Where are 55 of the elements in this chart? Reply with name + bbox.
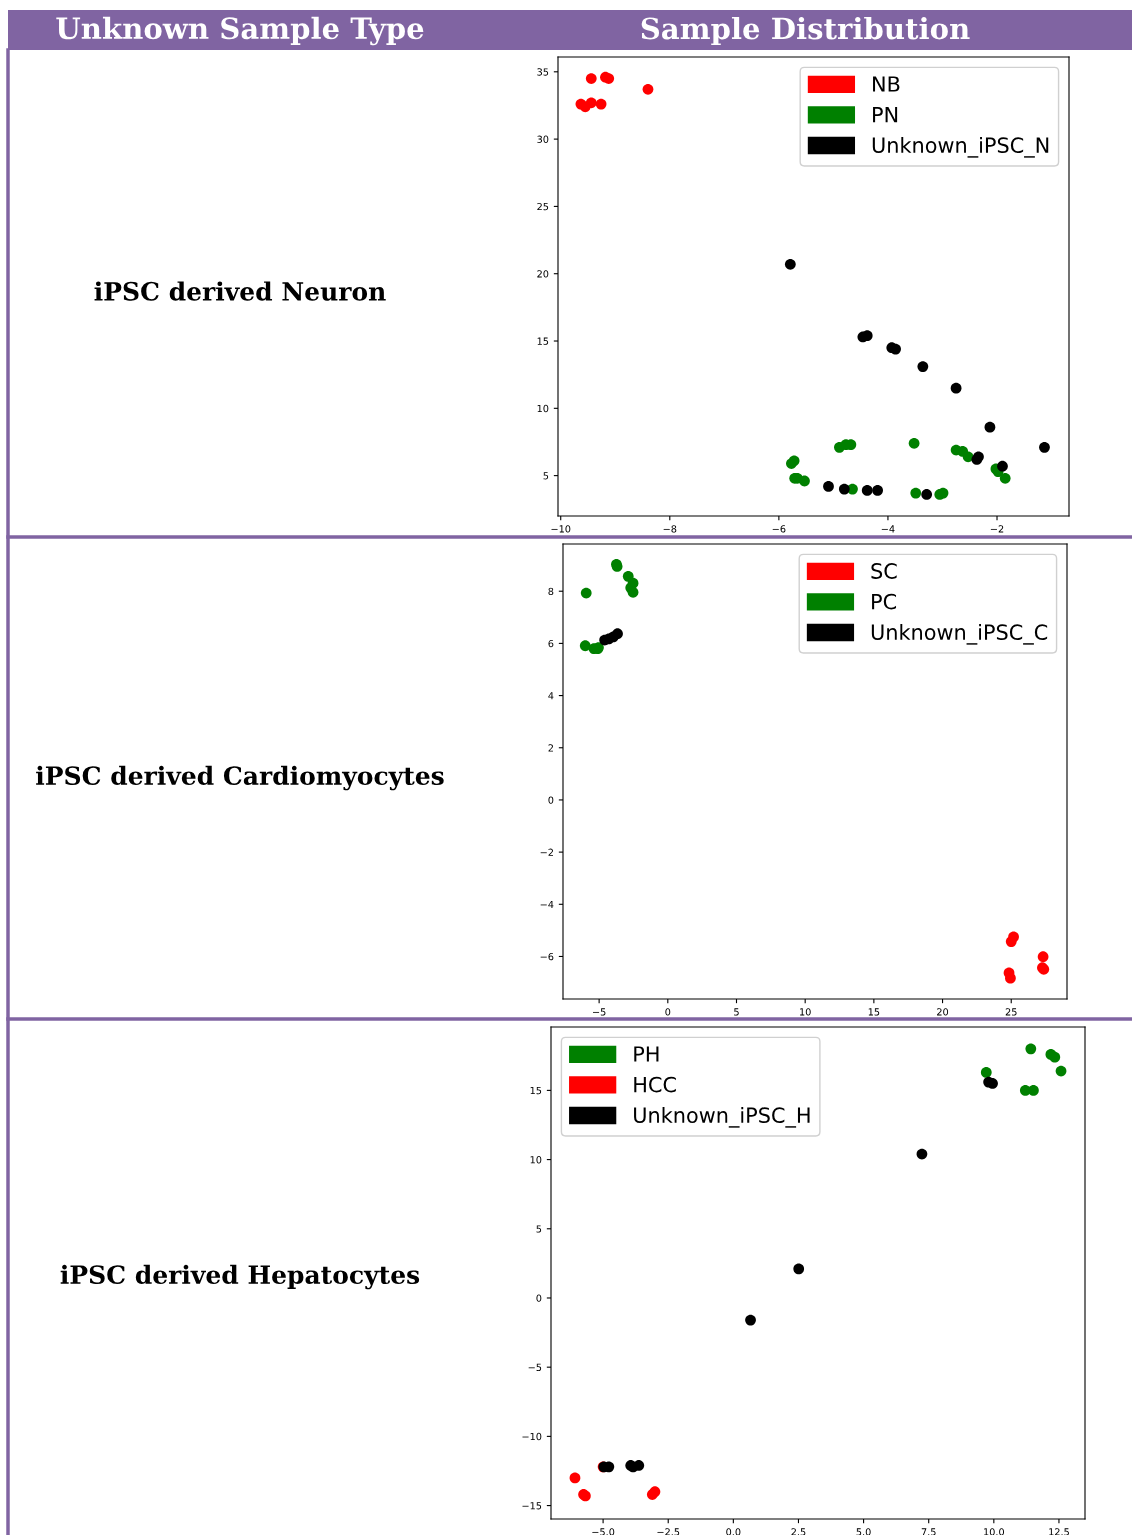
x-tick-label: 10.0	[984, 1528, 1005, 1535]
legend-label: NB	[873, 76, 900, 92]
text: Sample Distribution	[641, 16, 970, 46]
y-tick-label: 2	[548, 744, 553, 752]
x-tick-label: 0	[665, 1008, 671, 1016]
y-tick-label: −2	[540, 848, 553, 856]
y-tick-label: −15	[522, 1502, 542, 1510]
x-tick-label: 5	[734, 1008, 739, 1016]
y-tick-label: 20	[537, 270, 549, 278]
y-tick-label: 35	[537, 68, 549, 76]
legend-label: Unknown_iPSC_N	[872, 136, 1049, 158]
y-tick-label: −5	[528, 1363, 542, 1372]
text: iPSC derived Hepatocytes	[60, 1264, 420, 1290]
x-tick-label: −2.5	[657, 1528, 680, 1535]
y-tick-label: 15	[537, 337, 549, 345]
text: iPSC derived Cardiomyocytes	[36, 765, 444, 791]
y-tick-label: −6	[540, 952, 554, 961]
y-tick-label: 4	[548, 692, 554, 700]
text: Unknown Sample Type	[56, 16, 424, 46]
x-tick-label: 15	[868, 1008, 880, 1016]
legend-label: SC	[871, 563, 897, 579]
y-tick-label: 10	[530, 1156, 542, 1164]
x-tick-label: −5	[592, 1008, 606, 1016]
y-tick-label: 0	[536, 1294, 542, 1302]
legend-label: PN	[873, 106, 898, 123]
y-tick-label: −4	[540, 900, 554, 908]
x-tick-label: 2.5	[791, 1528, 806, 1535]
text: iPSC derived Neuron	[94, 281, 386, 301]
y-tick-label: 6	[548, 639, 554, 648]
legend-label: PC	[872, 593, 897, 610]
y-tick-label: 8	[548, 587, 554, 596]
y-tick-label: 30	[537, 135, 549, 143]
y-tick-label: 15	[530, 1086, 542, 1095]
y-tick-label: 10	[537, 404, 549, 413]
y-tick-label: 0	[548, 796, 554, 804]
y-tick-label: 5	[536, 1225, 542, 1233]
x-tick-label: 10	[800, 1008, 811, 1016]
legend-label: Unknown_iPSC_C	[871, 623, 1048, 645]
y-tick-label: 5	[543, 472, 549, 480]
x-tick-label: 0.0	[726, 1528, 741, 1535]
x-tick-label: −6	[772, 525, 786, 533]
x-tick-label: 12.5	[1049, 1528, 1069, 1535]
legend-label: PH	[634, 1046, 659, 1062]
x-tick-label: 20	[937, 1008, 949, 1016]
legend-label: Unknown_iPSC_H	[634, 1106, 810, 1128]
legend-label: HCC	[634, 1076, 676, 1093]
y-tick-label: 25	[537, 202, 549, 211]
x-tick-label: −8	[663, 525, 677, 533]
y-tick-label: −10	[522, 1432, 542, 1441]
x-tick-label: 25	[1005, 1008, 1017, 1016]
x-tick-label: 5.0	[856, 1528, 871, 1535]
x-tick-label: −4	[881, 525, 895, 533]
x-tick-label: 7.5	[921, 1528, 936, 1535]
x-tick-label: −5.0	[592, 1528, 615, 1535]
x-tick-label: −2	[990, 525, 1004, 533]
